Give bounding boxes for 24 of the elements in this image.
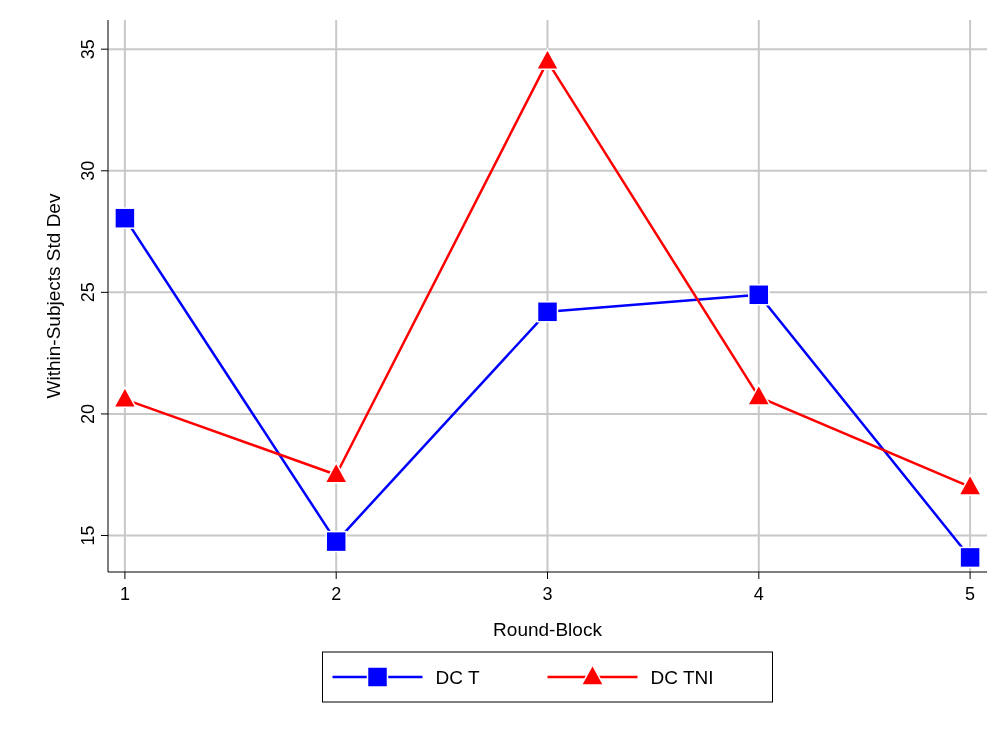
- y-tick-label: 35: [78, 39, 98, 60]
- x-tick-label: 3: [542, 584, 553, 604]
- x-axis-title: Round-Block: [493, 619, 603, 640]
- y-tick-label: 25: [78, 282, 98, 303]
- legend-label: DC T: [435, 667, 480, 688]
- point: [747, 384, 771, 406]
- point: [114, 207, 136, 229]
- point: [958, 474, 982, 496]
- y-tick-label: 15: [78, 525, 98, 546]
- point: [113, 386, 137, 409]
- x-tick-label: 4: [753, 584, 764, 604]
- y-axis-title: Within-Subjects Std Dev: [43, 193, 64, 399]
- y-tick-label: 30: [78, 160, 98, 181]
- point: [748, 284, 770, 306]
- y-tick-label: 20: [78, 403, 98, 424]
- x-tick-label: 5: [965, 584, 976, 604]
- point: [536, 301, 559, 323]
- legend-label: DC TNI: [650, 667, 714, 688]
- point: [959, 546, 981, 569]
- point: [535, 48, 560, 71]
- point: [325, 530, 347, 553]
- point: [324, 461, 348, 484]
- x-tick-label: 2: [331, 584, 342, 604]
- x-tick-label: 1: [119, 584, 130, 604]
